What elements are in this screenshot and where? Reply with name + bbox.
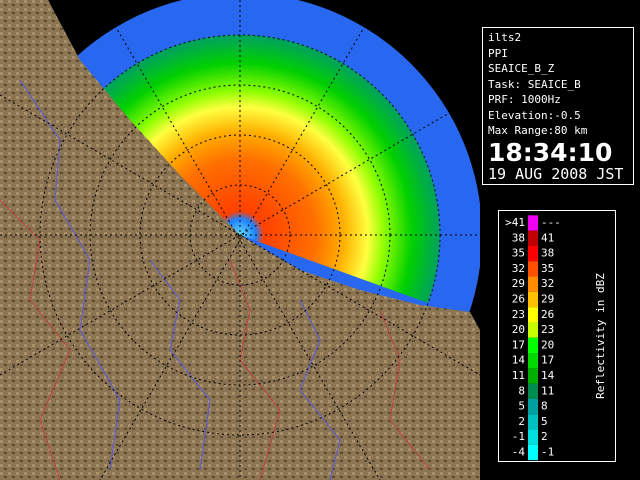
legend-swatch <box>528 291 538 308</box>
legend-lower: -1 <box>512 430 525 443</box>
legend-upper: 32 <box>541 277 554 290</box>
mode: PPI <box>488 46 508 60</box>
legend-upper: 41 <box>541 231 554 244</box>
legend-lower: 32 <box>512 262 525 275</box>
info-box: ilts2 PPI SEAICE_B_Z Task: SEAICE_B PRF:… <box>482 27 634 185</box>
legend-lower: -4 <box>512 446 526 459</box>
max-range: Max Range:80 km <box>488 124 588 137</box>
elevation: Elevation:-0.5 <box>488 108 581 122</box>
legend-graphic: Reflectivity in dBZ >41 --- 38 41 35 38 32 35 29… <box>505 215 607 461</box>
legend-upper: 5 <box>541 415 548 428</box>
legend-swatch <box>528 337 538 354</box>
legend-lower: 8 <box>518 384 525 397</box>
legend-swatch <box>528 322 538 338</box>
legend-upper: 26 <box>541 308 554 321</box>
legend-upper: --- <box>541 216 561 229</box>
task: Task: SEAICE_B <box>488 77 581 91</box>
legend-swatch <box>528 383 538 399</box>
legend-lower: 11 <box>512 369 525 382</box>
legend-swatch <box>528 261 538 277</box>
legend-title: Reflectivity in dBZ <box>594 273 607 399</box>
legend-swatch <box>528 353 538 369</box>
legend-upper: 8 <box>541 400 548 413</box>
legend-swatch <box>528 429 538 445</box>
prf: PRF: 1000Hz <box>488 93 561 106</box>
legend-upper: 17 <box>541 354 554 367</box>
legend-swatch <box>528 215 538 231</box>
legend-lower: 17 <box>512 338 525 351</box>
legend-swatch <box>528 414 538 430</box>
legend-lower: 29 <box>512 277 525 290</box>
range-rings <box>0 0 480 480</box>
legend-lower: 20 <box>512 323 525 336</box>
legend-lower: 38 <box>512 231 525 244</box>
legend-swatch <box>528 245 538 262</box>
time: 18:34:10 <box>488 137 613 167</box>
legend-upper: 20 <box>541 338 554 351</box>
station: ilts2 <box>488 31 522 44</box>
legend-upper: 14 <box>541 369 555 382</box>
legend-upper: 23 <box>541 323 554 336</box>
legend-lower: >41 <box>505 216 525 229</box>
legend-upper: 38 <box>541 247 554 260</box>
legend-lower: 35 <box>512 247 525 260</box>
legend-upper: -1 <box>541 446 554 459</box>
legend-swatch <box>528 444 538 461</box>
legend-swatch <box>528 398 538 415</box>
legend-upper: 2 <box>541 430 548 443</box>
legend-lower: 23 <box>512 308 525 321</box>
legend-lower: 14 <box>512 354 526 367</box>
echo-area <box>87 34 440 304</box>
legend-upper: 35 <box>541 262 554 275</box>
product: SEAICE_B_Z <box>488 62 555 75</box>
color-legend: Reflectivity in dBZ >41 --- 38 41 35 38 32 35 29… <box>498 210 616 462</box>
legend-lower: 2 <box>518 415 525 428</box>
legend-lower: 5 <box>518 400 525 413</box>
legend-swatch <box>528 368 538 384</box>
legend-swatch <box>528 276 538 292</box>
legend-upper: 11 <box>541 384 554 397</box>
side-panel: ilts2 PPI SEAICE_B_Z Task: SEAICE_B PRF:… <box>480 0 640 480</box>
legend-swatch <box>528 307 538 323</box>
legend-upper: 29 <box>541 293 554 306</box>
legend-swatch <box>528 230 538 246</box>
legend-lower: 26 <box>512 293 525 306</box>
date: 19 AUG 2008 JST <box>488 164 624 183</box>
radar-image <box>0 0 480 480</box>
